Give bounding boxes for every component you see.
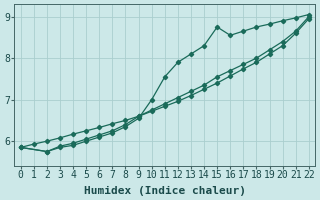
X-axis label: Humidex (Indice chaleur): Humidex (Indice chaleur) xyxy=(84,186,246,196)
